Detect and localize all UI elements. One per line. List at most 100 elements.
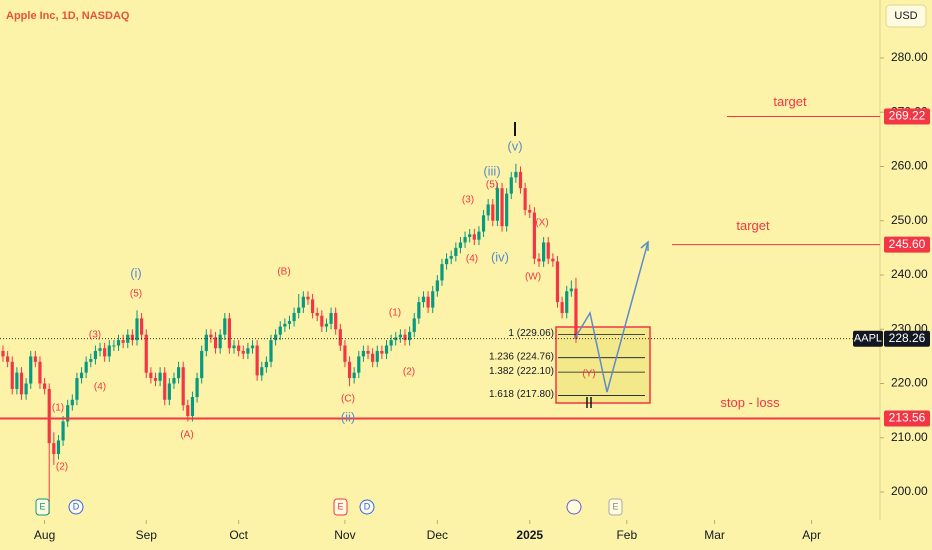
candle-body: [292, 312, 296, 322]
currency[interactable]: USD: [894, 10, 917, 22]
currency-button[interactable]: [885, 4, 927, 28]
event-icon[interactable]: [35, 498, 50, 516]
wave-label: (v): [507, 138, 522, 153]
candle-body: [241, 350, 245, 354]
candle-body: [449, 256, 453, 259]
candle-body: [528, 209, 532, 213]
candle-body: [329, 312, 333, 324]
candle-body: [297, 307, 301, 313]
candle-body: [468, 234, 472, 238]
candle-body: [343, 345, 347, 362]
candle-body: [375, 350, 379, 362]
candle-body: [158, 372, 162, 381]
chart-title: Apple Inc, 1D, NASDAQ: [6, 10, 130, 22]
candle-body: [121, 340, 125, 343]
wave-label: (1): [52, 403, 64, 414]
event-label[interactable]: D: [73, 501, 80, 511]
x-tick-label: Dec: [427, 528, 448, 542]
event-icon[interactable]: [608, 498, 623, 516]
candle-body: [264, 361, 268, 368]
y-tick-label: 200.00: [891, 484, 928, 498]
candle-body: [495, 188, 500, 221]
event-label[interactable]: E: [337, 501, 343, 511]
wave-label: (C): [341, 394, 355, 405]
x-tick-label: Oct: [229, 528, 248, 542]
y-tick-label: 250.00: [891, 213, 928, 227]
y-tick-label: 220.00: [891, 376, 928, 390]
candle-body: [412, 318, 416, 332]
wave-label: (i): [130, 265, 142, 280]
candle-body: [403, 334, 407, 341]
candle-body: [361, 350, 366, 357]
candle-body: [130, 334, 134, 341]
last-price-badge: [884, 330, 930, 347]
candle-body: [140, 318, 144, 335]
candle-body: [315, 312, 319, 316]
x-tick-label: Feb: [616, 528, 637, 542]
x-tick-label: Sep: [136, 528, 158, 542]
candle-body: [491, 204, 495, 221]
x-tick-label: Apr: [802, 528, 821, 542]
x-tick-label: Nov: [334, 528, 355, 542]
candle-body: [431, 291, 435, 308]
symbol-label: AAPL: [854, 333, 882, 345]
candle-body: [398, 334, 402, 338]
candle-body: [89, 359, 93, 362]
candle-body: [260, 367, 264, 376]
event-icon[interactable]: [359, 499, 375, 515]
event-icon[interactable]: [566, 499, 582, 515]
candle-body: [144, 334, 148, 373]
candle-body: [347, 361, 352, 379]
candle-body: [532, 212, 536, 259]
candle-body: [440, 264, 444, 281]
candle-body: [486, 204, 490, 216]
candle-body: [560, 302, 564, 313]
wave-label: (2): [56, 462, 68, 473]
candle-body: [500, 188, 504, 227]
level-name: stop - loss: [720, 395, 780, 410]
candle-body: [269, 340, 273, 362]
event-icon[interactable]: [333, 498, 348, 516]
candle-body: [176, 367, 181, 379]
candle-body: [190, 397, 195, 417]
candle-body: [116, 340, 121, 346]
candle-body: [126, 334, 130, 343]
wave-label: (X): [535, 218, 548, 229]
candle-body: [306, 296, 310, 300]
fib-label: 1.236 (224.76): [489, 351, 554, 362]
candle-body: [223, 318, 227, 335]
level-badge: [884, 236, 930, 253]
candle-body: [523, 188, 527, 210]
candle-body: [518, 171, 523, 189]
wave-labels: (1) (2) (3) (4) (5) (i) (A) (B) (C) (ii)…: [52, 138, 596, 472]
candle-body: [542, 242, 546, 262]
candle-body: [274, 334, 278, 341]
event-icon[interactable]: [68, 499, 84, 515]
candle-body: [70, 399, 74, 406]
candle-body: [435, 280, 439, 292]
candle-body: [537, 258, 541, 262]
candle-body: [209, 334, 213, 338]
fib-box: [555, 326, 651, 404]
candle-body: [421, 296, 426, 303]
candle-body: [47, 388, 51, 444]
candle-body: [19, 372, 24, 395]
candle-body: [66, 405, 70, 422]
event-label[interactable]: E: [612, 501, 618, 511]
x-tick-label: Aug: [34, 528, 55, 542]
wave-label: (5): [130, 289, 142, 300]
candle-body: [477, 231, 481, 240]
candle-body: [463, 237, 467, 243]
event-label[interactable]: D: [364, 501, 371, 511]
candle-body: [218, 334, 222, 349]
candle-body: [15, 372, 19, 389]
level-badge: [884, 410, 930, 427]
event-label[interactable]: E: [39, 501, 45, 511]
candle-body: [394, 337, 398, 341]
candle-body: [389, 340, 393, 346]
fib-label: 1.618 (217.80): [489, 389, 554, 400]
candle-body: [426, 296, 430, 308]
level-name: target: [773, 94, 807, 109]
candle-body: [232, 345, 236, 349]
